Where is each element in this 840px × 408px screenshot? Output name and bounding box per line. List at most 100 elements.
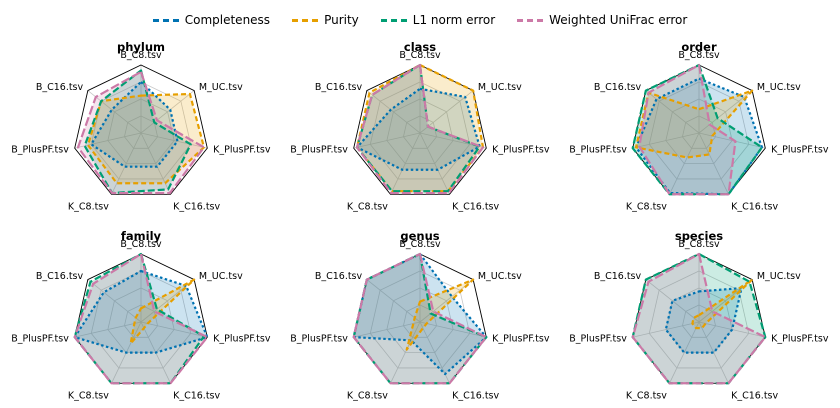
panel-title: species [675,229,723,243]
axis-label-k-c16-tsv: K_C16.tsv [173,391,220,402]
series-fill-l1-norm-error [84,70,191,194]
grid-ring-1 [681,304,717,338]
series-fill-weighted-unifrac-error [357,65,483,194]
radar-panel-genus: B_C8.tsv M_UC.tsv K_PlusPF.tsv K_C16.tsv K_C… [290,229,550,402]
axis-label-m-uc-tsv: M_UC.tsv [757,82,801,93]
grid-ring-3 [369,81,471,180]
axis-spoke-6 [74,321,142,338]
axis-label-b-c8-tsv: B_C8.tsv [678,50,720,61]
axis-spoke-2 [140,90,195,134]
series-line-completeness [90,80,179,168]
radar-panel-phylum: B_C8.tsv M_UC.tsv K_PlusPF.tsv K_C16.tsv K_C… [11,40,271,213]
series-line-purity [405,278,475,351]
axis-label-b-c8-tsv: B_C8.tsv [678,239,720,250]
axis-spoke-5 [390,321,421,384]
legend-label-l1-norm-error: L1 norm error [412,13,496,27]
series-line-l1-norm-error [355,63,481,193]
axis-spoke-2 [698,90,753,134]
axis-label-b-c16-tsv: B_C16.tsv [594,82,642,93]
series-fill-purity [406,279,474,350]
series-fill-purity [357,65,483,192]
series-fill-weighted-unifrac-error [353,254,487,384]
axis-label-m-uc-tsv: M_UC.tsv [199,82,243,93]
axis-spoke-4 [419,132,450,195]
outer-frame [74,64,208,195]
panel-title: class [404,40,436,54]
series-line-weighted-unifrac-error [355,63,485,195]
series-fill-purity [130,279,195,344]
series-line-weighted-unifrac-error [352,252,488,385]
axis-spoke-4 [698,321,729,384]
axis-spoke-6 [353,321,421,338]
series-fill-completeness [91,82,178,167]
series-fill-completeness [74,271,208,353]
axis-spoke-4 [698,132,729,195]
series-fill-l1-norm-error [74,254,204,384]
axis-spoke-6 [353,132,421,149]
axis-spoke-7 [366,90,421,134]
legend-item-purity: Purity [292,13,359,27]
axis-label-k-pluspf-tsv: K_PlusPF.tsv [213,144,271,155]
grid-ring-1 [402,115,438,149]
series-fill-weighted-unifrac-error [632,254,766,384]
axis-label-b-c8-tsv: B_C8.tsv [399,239,441,250]
series-line-purity [86,92,206,185]
axis-label-m-uc-tsv: M_UC.tsv [757,271,801,282]
axis-label-b-c8-tsv: B_C8.tsv [120,50,162,61]
axis-label-b-c8-tsv: B_C8.tsv [120,239,162,250]
grid-ring-1 [681,115,717,149]
axis-label-b-pluspf-tsv: B_PlusPF.tsv [290,333,348,344]
legend-swatch-purity [292,18,319,22]
axis-spoke-7 [645,90,700,134]
axis-spoke-6 [632,321,700,338]
series-fill-weighted-unifrac-error [74,254,208,384]
series-fill-weighted-unifrac-error [78,71,204,194]
legend-label-weighted-unifrac-error: Weighted UniFrac error [549,13,688,27]
series-line-l1-norm-error [83,69,192,195]
series-fill-completeness [665,288,742,353]
grid-ring-3 [369,270,471,369]
axis-spoke-3 [698,132,766,149]
axis-label-b-pluspf-tsv: B_PlusPF.tsv [569,144,627,155]
grid-ring-1 [123,304,159,338]
axis-spoke-6 [632,132,700,149]
axis-label-k-pluspf-tsv: K_PlusPF.tsv [771,333,829,344]
axis-spoke-7 [366,279,421,323]
radar-panel-class: B_C8.tsv M_UC.tsv K_PlusPF.tsv K_C16.tsv K_C… [290,40,550,213]
axis-label-k-c16-tsv: K_C16.tsv [452,202,499,213]
grid-ring-2 [386,287,454,354]
series-fill-purity [636,90,753,158]
panel-title: phylum [117,40,165,54]
grid-ring-3 [648,81,750,180]
panel-title: family [121,229,162,243]
series-fill-completeness [636,78,762,195]
axis-spoke-5 [390,132,421,195]
legend-item-l1-norm-error: L1 norm error [380,13,496,27]
axis-label-k-pluspf-tsv: K_PlusPF.tsv [492,333,550,344]
legend-item-completeness: Completeness [152,13,270,27]
series-line-weighted-unifrac-error [76,70,206,195]
grid-ring-1 [123,115,159,149]
axis-spoke-7 [87,279,142,323]
series-line-weighted-unifrac-error [638,63,737,196]
axis-spoke-3 [140,321,208,338]
axis-spoke-3 [419,321,487,338]
axis-spoke-3 [140,132,208,149]
axis-label-b-c16-tsv: B_C16.tsv [594,271,642,282]
grid-ring-2 [665,98,733,165]
axis-label-k-c8-tsv: K_C8.tsv [626,391,667,402]
series-fill-completeness [353,254,487,375]
panel-title: order [681,40,717,54]
legend-swatch-completeness [152,18,179,22]
axis-label-k-pluspf-tsv: K_PlusPF.tsv [213,333,271,344]
series-fill-completeness [357,88,480,170]
series-line-weighted-unifrac-error [73,252,209,385]
legend-item-weighted-unifrac-error: Weighted UniFrac error [517,13,687,27]
axis-spoke-5 [111,132,142,195]
axis-label-m-uc-tsv: M_UC.tsv [478,82,522,93]
axis-label-k-c8-tsv: K_C8.tsv [347,202,388,213]
axis-label-b-c16-tsv: B_C16.tsv [315,82,363,93]
legend-label-purity: Purity [324,13,359,27]
series-line-purity [129,278,196,345]
